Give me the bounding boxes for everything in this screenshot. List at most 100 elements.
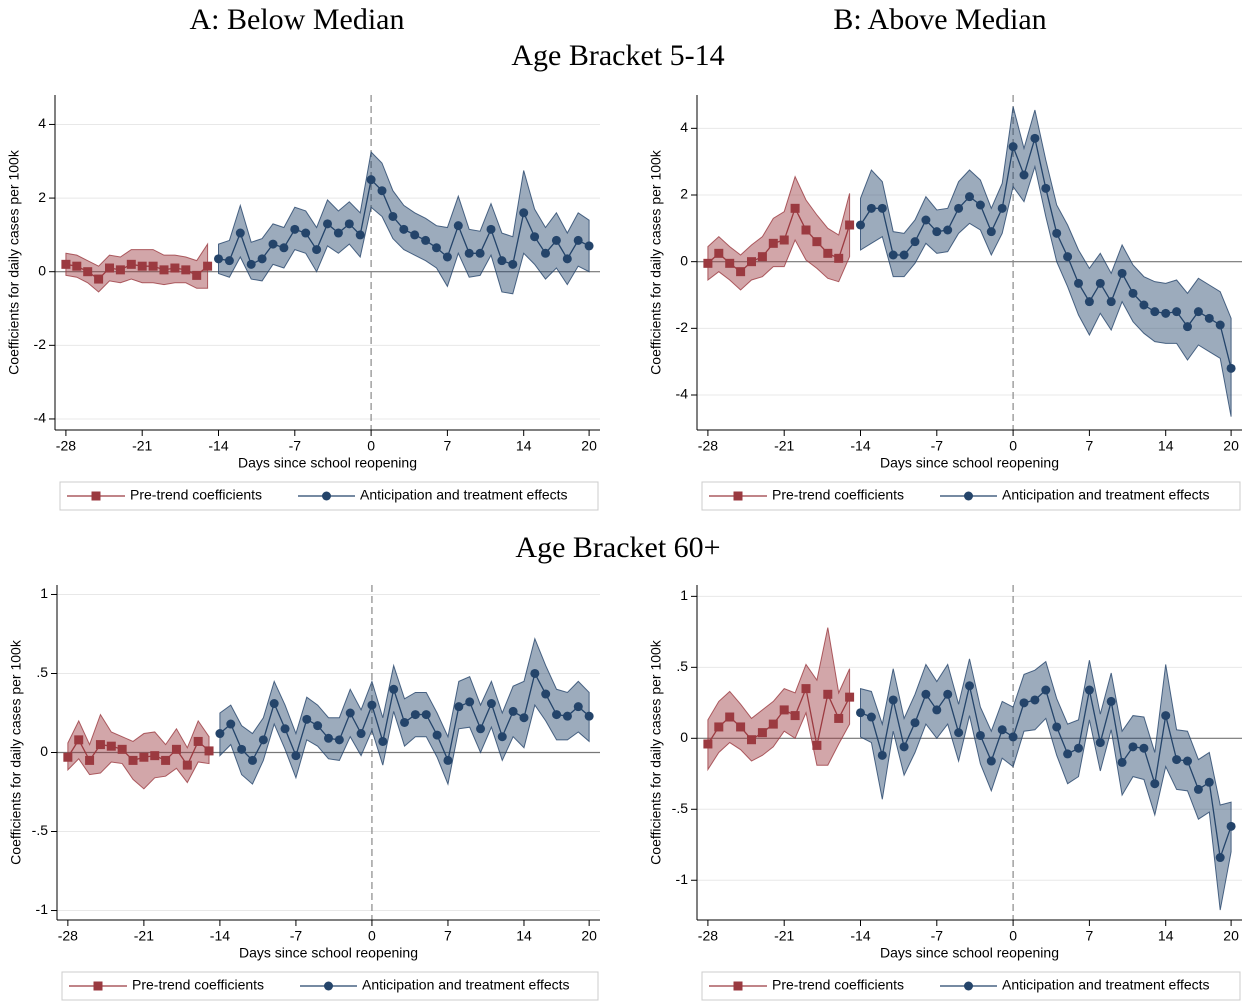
marker bbox=[421, 710, 431, 720]
marker bbox=[736, 267, 746, 277]
marker bbox=[530, 668, 540, 678]
marker bbox=[128, 755, 138, 765]
marker bbox=[725, 258, 735, 268]
marker bbox=[1215, 320, 1225, 330]
marker bbox=[1215, 853, 1225, 863]
marker bbox=[790, 203, 800, 213]
y-tick-label: 1 bbox=[680, 587, 688, 603]
marker bbox=[193, 736, 203, 746]
marker bbox=[1030, 133, 1040, 143]
marker bbox=[399, 224, 409, 234]
marker bbox=[63, 752, 73, 762]
x-tick-label: -14 bbox=[850, 438, 870, 454]
confidence-band bbox=[219, 637, 590, 786]
marker bbox=[1052, 722, 1062, 732]
y-tick-label: 4 bbox=[680, 119, 688, 135]
marker bbox=[899, 742, 909, 752]
marker bbox=[747, 257, 756, 267]
marker bbox=[1139, 743, 1149, 753]
marker bbox=[1084, 685, 1094, 695]
marker bbox=[115, 265, 125, 275]
marker bbox=[324, 733, 333, 743]
marker bbox=[1063, 749, 1073, 759]
y-tick-label: 0 bbox=[40, 743, 48, 759]
y-axis-label: Coefficients for daily cases per 100k bbox=[648, 639, 664, 865]
marker bbox=[464, 248, 474, 258]
marker bbox=[943, 689, 953, 699]
x-tick-label: -7 bbox=[931, 928, 944, 944]
legend-marker bbox=[964, 491, 973, 501]
marker bbox=[171, 744, 181, 754]
marker bbox=[834, 253, 844, 263]
marker bbox=[367, 700, 377, 710]
legend-marker bbox=[324, 981, 333, 991]
marker bbox=[126, 259, 136, 269]
marker bbox=[378, 736, 388, 746]
marker bbox=[215, 729, 225, 739]
marker bbox=[1183, 756, 1192, 766]
marker bbox=[1019, 698, 1029, 708]
marker bbox=[856, 220, 865, 230]
marker bbox=[530, 232, 540, 242]
marker bbox=[74, 735, 84, 745]
y-axis-label: Coefficients for daily cases per 100k bbox=[648, 149, 664, 375]
marker bbox=[1193, 784, 1203, 794]
marker bbox=[1226, 363, 1236, 373]
x-tick-label: 20 bbox=[1223, 928, 1239, 944]
x-tick-label: 0 bbox=[1009, 438, 1017, 454]
marker bbox=[562, 254, 572, 264]
legend-label: Anticipation and treatment effects bbox=[360, 487, 568, 503]
marker bbox=[366, 175, 376, 185]
marker bbox=[410, 230, 420, 240]
marker bbox=[476, 724, 486, 734]
y-tick-label: 1 bbox=[40, 585, 48, 601]
marker bbox=[181, 265, 191, 275]
marker bbox=[551, 235, 561, 245]
marker bbox=[541, 689, 551, 699]
marker bbox=[1117, 268, 1127, 278]
x-tick-label: 20 bbox=[1223, 438, 1239, 454]
marker bbox=[83, 267, 93, 277]
legend-marker bbox=[93, 981, 103, 991]
marker bbox=[736, 722, 746, 732]
marker bbox=[747, 735, 756, 745]
marker bbox=[921, 689, 931, 699]
marker bbox=[997, 203, 1007, 213]
x-tick-label: -7 bbox=[289, 438, 302, 454]
y-tick-label: -4 bbox=[676, 386, 689, 402]
marker bbox=[997, 725, 1007, 735]
marker bbox=[866, 203, 876, 213]
marker bbox=[1052, 228, 1062, 238]
marker bbox=[1150, 307, 1160, 317]
x-axis-label: Days since school reopening bbox=[238, 455, 417, 471]
x-tick-label: 7 bbox=[1086, 928, 1094, 944]
x-tick-label: -7 bbox=[290, 928, 303, 944]
marker bbox=[910, 237, 920, 247]
marker bbox=[302, 714, 312, 724]
marker bbox=[943, 225, 953, 235]
marker bbox=[975, 200, 985, 210]
marker bbox=[1106, 297, 1116, 307]
marker bbox=[1074, 278, 1083, 288]
marker bbox=[910, 718, 920, 728]
x-tick-label: -14 bbox=[208, 438, 228, 454]
marker bbox=[1204, 313, 1214, 323]
marker bbox=[432, 730, 442, 740]
marker bbox=[377, 186, 387, 196]
marker bbox=[95, 740, 105, 750]
row-title: Age Bracket 5-14 bbox=[511, 39, 724, 72]
x-tick-label: 14 bbox=[516, 438, 532, 454]
marker bbox=[845, 220, 855, 230]
marker bbox=[1226, 821, 1236, 831]
marker bbox=[410, 710, 420, 720]
x-tick-label: -14 bbox=[210, 928, 230, 944]
marker bbox=[170, 263, 180, 273]
y-tick-label: -1 bbox=[36, 901, 49, 917]
marker bbox=[1008, 142, 1018, 152]
marker bbox=[301, 228, 311, 238]
marker bbox=[932, 705, 942, 715]
marker bbox=[389, 684, 399, 694]
marker bbox=[1172, 755, 1182, 765]
marker bbox=[779, 705, 789, 715]
marker bbox=[1161, 308, 1171, 318]
